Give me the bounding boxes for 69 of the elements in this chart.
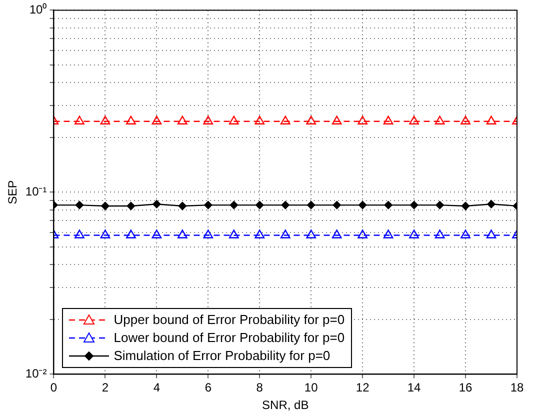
point <box>126 116 136 124</box>
y-tick-label: 10⁻² <box>25 366 47 381</box>
point <box>332 230 342 238</box>
point <box>100 230 110 238</box>
point <box>256 200 264 210</box>
point <box>126 202 136 210</box>
point <box>228 116 239 124</box>
point <box>410 200 418 210</box>
point <box>487 200 496 208</box>
point <box>436 200 444 210</box>
x-tick-label: 0 <box>50 380 58 395</box>
y-tick-label: 10⁰ <box>29 2 47 17</box>
y-axis-title: SEP <box>6 180 20 204</box>
point <box>434 230 445 238</box>
point <box>203 116 214 124</box>
point <box>383 116 394 124</box>
x-tick-label: 14 <box>407 380 422 395</box>
point <box>358 230 368 238</box>
point <box>280 230 290 238</box>
point <box>75 200 84 210</box>
point <box>434 116 445 124</box>
point <box>306 230 316 238</box>
point <box>384 200 392 210</box>
point <box>332 116 342 124</box>
point <box>152 200 161 208</box>
point <box>254 230 265 238</box>
point <box>486 116 496 124</box>
point <box>409 230 419 238</box>
point <box>230 200 238 210</box>
point <box>74 230 84 238</box>
point <box>332 200 341 210</box>
x-tick-label: 18 <box>510 380 524 395</box>
point <box>486 230 496 238</box>
point <box>228 230 239 238</box>
point <box>177 116 188 124</box>
point <box>280 116 290 124</box>
point <box>204 200 212 210</box>
point <box>101 202 110 210</box>
point <box>358 116 368 124</box>
x-axis-title: SNR, dB <box>262 398 309 412</box>
x-tick-label: 16 <box>458 380 473 395</box>
point <box>254 116 265 124</box>
point <box>178 202 187 210</box>
point <box>358 200 367 210</box>
point <box>460 230 470 238</box>
x-tick-label: 6 <box>204 380 212 395</box>
x-tick-label: 10 <box>304 380 318 395</box>
point <box>100 116 110 124</box>
legend-label: Simulation of Error Probability for p=0 <box>114 347 330 366</box>
point <box>152 116 162 124</box>
point <box>307 200 316 210</box>
x-tick-label: 4 <box>153 380 160 395</box>
x-tick-label: 8 <box>256 380 264 395</box>
point <box>409 116 419 124</box>
point <box>281 200 290 210</box>
point <box>126 230 136 238</box>
x-tick-label: 2 <box>102 380 109 395</box>
point <box>203 230 214 238</box>
point <box>74 116 84 124</box>
legend-label: Lower bound of Error Probability for p=0 <box>114 329 345 348</box>
point <box>152 230 162 238</box>
legend-label: Upper bound of Error Probability for p=0 <box>114 311 345 330</box>
point <box>306 116 316 124</box>
y-tick-label: 10⁻¹ <box>25 184 47 199</box>
point <box>461 202 470 210</box>
point <box>177 230 188 238</box>
x-tick-label: 12 <box>356 380 370 395</box>
point <box>383 230 394 238</box>
point <box>460 116 470 124</box>
